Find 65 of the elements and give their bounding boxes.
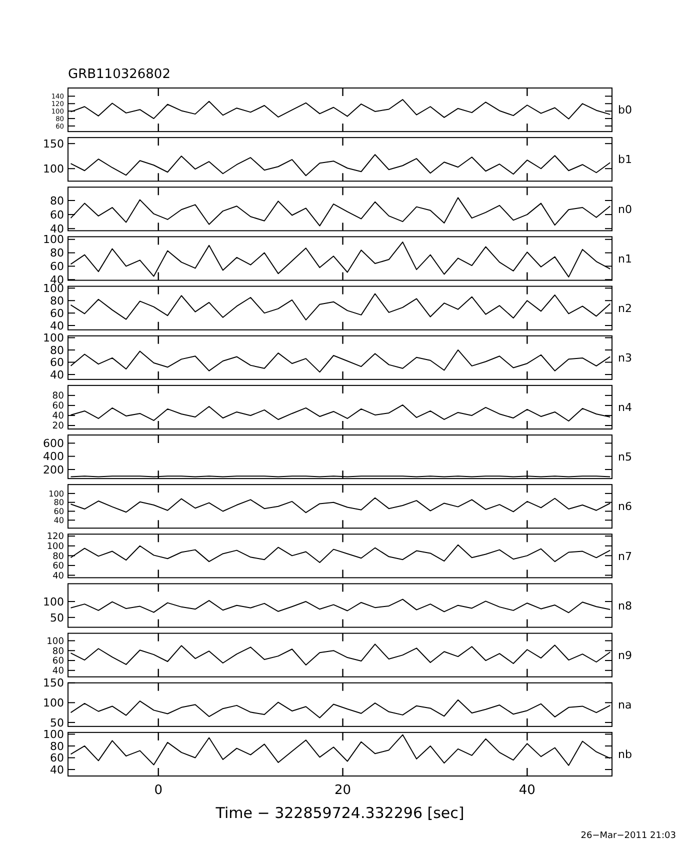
legend-label: n4 [618,401,632,414]
legend-label: na [618,698,632,712]
y-tick-label: 100 [43,233,64,246]
y-tick-label: 80 [50,344,64,357]
text: 26−Mar−2011 21:03 [580,831,676,841]
y-tick-label: 80 [52,646,64,657]
legend-label: n1 [618,252,632,266]
y-tick-label: 150 [43,137,64,150]
y-tick-label: 40 [50,319,64,332]
legend-label: n7 [618,550,632,563]
y-tick-label: 80 [54,497,64,508]
legend-label: nb [618,748,632,762]
y-tick-label: 20 [52,420,64,432]
y-tick-label: 80 [50,740,64,753]
legend-label: n2 [618,302,632,315]
y-tick-label: 100 [43,282,64,296]
y-tick-label: 100 [43,728,64,742]
y-tick-label: 40 [54,514,64,525]
y-tick-label: 100 [43,696,64,710]
y-tick-label: 600 [43,437,64,450]
y-tick-label: 40 [52,571,64,582]
y-tick-label: 120 [46,532,64,542]
y-tick-label: 80 [52,390,64,402]
x-axis-title: Time − 322859724.332296 [sec] [214,804,464,822]
chart-title: GRB110326802 [68,67,170,82]
y-tick-label: 60 [52,400,64,412]
y-tick-label: 100 [48,488,64,498]
y-tick-label: 80 [50,294,64,308]
y-tick-label: 60 [50,306,64,320]
y-tick-label: 40 [50,763,64,776]
y-tick-label: 100 [43,332,64,345]
y-tick-label: 80 [52,552,64,562]
legend-label: b1 [618,153,632,166]
y-tick-label: 100 [46,542,64,552]
legend-label: n5 [618,450,632,464]
y-tick-label: 400 [43,450,64,464]
y-tick-label: 50 [50,716,64,730]
y-tick-label: 50 [50,611,64,624]
y-tick-label: 60 [50,260,64,274]
x-tick-label: 40 [518,783,536,798]
y-tick-label: 80 [50,246,64,260]
y-tick-label: 60 [54,506,64,516]
y-tick-label: 40 [52,410,64,422]
legend-label: n6 [618,500,632,514]
y-tick-label: 200 [43,463,64,476]
legend-label: n9 [618,648,632,662]
y-tick-label: 80 [50,194,64,208]
y-tick-label: 150 [43,676,64,690]
y-tick-label: 100 [43,162,64,176]
legend-label: n3 [618,351,632,364]
y-tick-label: 60 [52,656,64,667]
y-tick-label: 60 [50,356,64,370]
x-tick-label: 0 [154,783,162,798]
y-tick-label: 40 [50,222,64,236]
y-tick-label: 40 [52,666,64,677]
y-tick-label: 60 [50,752,64,765]
x-tick-label: 20 [334,783,352,798]
y-tick-label: 100 [46,636,64,647]
legend-label: n0 [618,202,632,216]
y-tick-label: 60 [52,562,64,572]
y-tick-label: 40 [50,368,64,382]
legend-label: n8 [618,599,632,612]
y-tick-label: 60 [50,208,64,222]
y-tick-label: 100 [43,595,64,608]
legend-label: b0 [618,104,632,117]
